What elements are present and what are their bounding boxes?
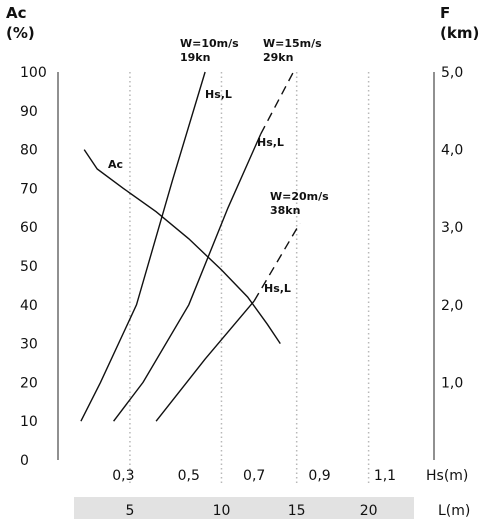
w15-label-2: 29kn	[263, 51, 293, 64]
left-tick-label: 10	[20, 414, 38, 430]
hsl-label-w10: Hs,L	[205, 88, 232, 101]
right-tick-label: 1,0	[441, 375, 463, 391]
x-tick-label: 0,3	[112, 468, 134, 484]
l-axis-band	[74, 497, 414, 519]
x-tick-label: 0,9	[308, 468, 330, 484]
l-tick-label: 15	[288, 503, 306, 519]
x-tick-label: 0,5	[178, 468, 200, 484]
left-tick-label: 80	[20, 143, 38, 159]
w10-label-2: 19kn	[180, 51, 210, 64]
w20-label-1: W=20m/s	[270, 190, 329, 203]
right-axis-title-2: (km)	[440, 24, 479, 42]
left-tick-label: 70	[20, 181, 38, 197]
left-tick-label: 50	[20, 259, 38, 275]
left-axis-title-2: (%)	[6, 24, 35, 42]
right-tick-label: 5,0	[441, 65, 463, 81]
w20-curve-solid	[155, 300, 255, 422]
x-axis-label: Hs(m)	[426, 468, 468, 484]
ac-curve	[83, 149, 281, 344]
x-tick-label: 1,1	[374, 468, 396, 484]
w15-curve-dashed	[260, 71, 295, 135]
right-axis-title-1: F	[440, 4, 450, 22]
right-tick-label: 4,0	[441, 143, 463, 159]
left-axis-title-1: Ac	[6, 4, 27, 22]
l-tick-label: 20	[360, 503, 378, 519]
l-axis-label: L(m)	[438, 503, 470, 519]
w10-label-1: W=10m/s	[180, 37, 239, 50]
left-tick-label: 20	[20, 375, 38, 391]
hsl-label-w20: Hs,L	[264, 282, 291, 295]
l-tick-label: 5	[125, 503, 134, 519]
left-tick-label: 40	[20, 298, 38, 314]
left-tick-label: 30	[20, 337, 38, 353]
w20-curve-dashed	[253, 222, 301, 302]
ac-curve-label: Ac	[108, 158, 123, 171]
left-tick-label: 100	[20, 65, 47, 81]
left-tick-label: 90	[20, 104, 38, 120]
left-tick-label: 0	[20, 453, 29, 469]
w10-curve	[80, 71, 206, 422]
x-tick-label: 0,7	[243, 468, 265, 484]
hsl-label-w15: Hs,L	[257, 136, 284, 149]
w15-label-1: W=15m/s	[263, 37, 322, 50]
l-tick-label: 10	[213, 503, 231, 519]
w20-label-2: 38kn	[270, 204, 300, 217]
w15-curve-solid	[113, 133, 262, 422]
left-tick-label: 60	[20, 220, 38, 236]
right-tick-label: 3,0	[441, 220, 463, 236]
right-tick-label: 2,0	[441, 298, 463, 314]
